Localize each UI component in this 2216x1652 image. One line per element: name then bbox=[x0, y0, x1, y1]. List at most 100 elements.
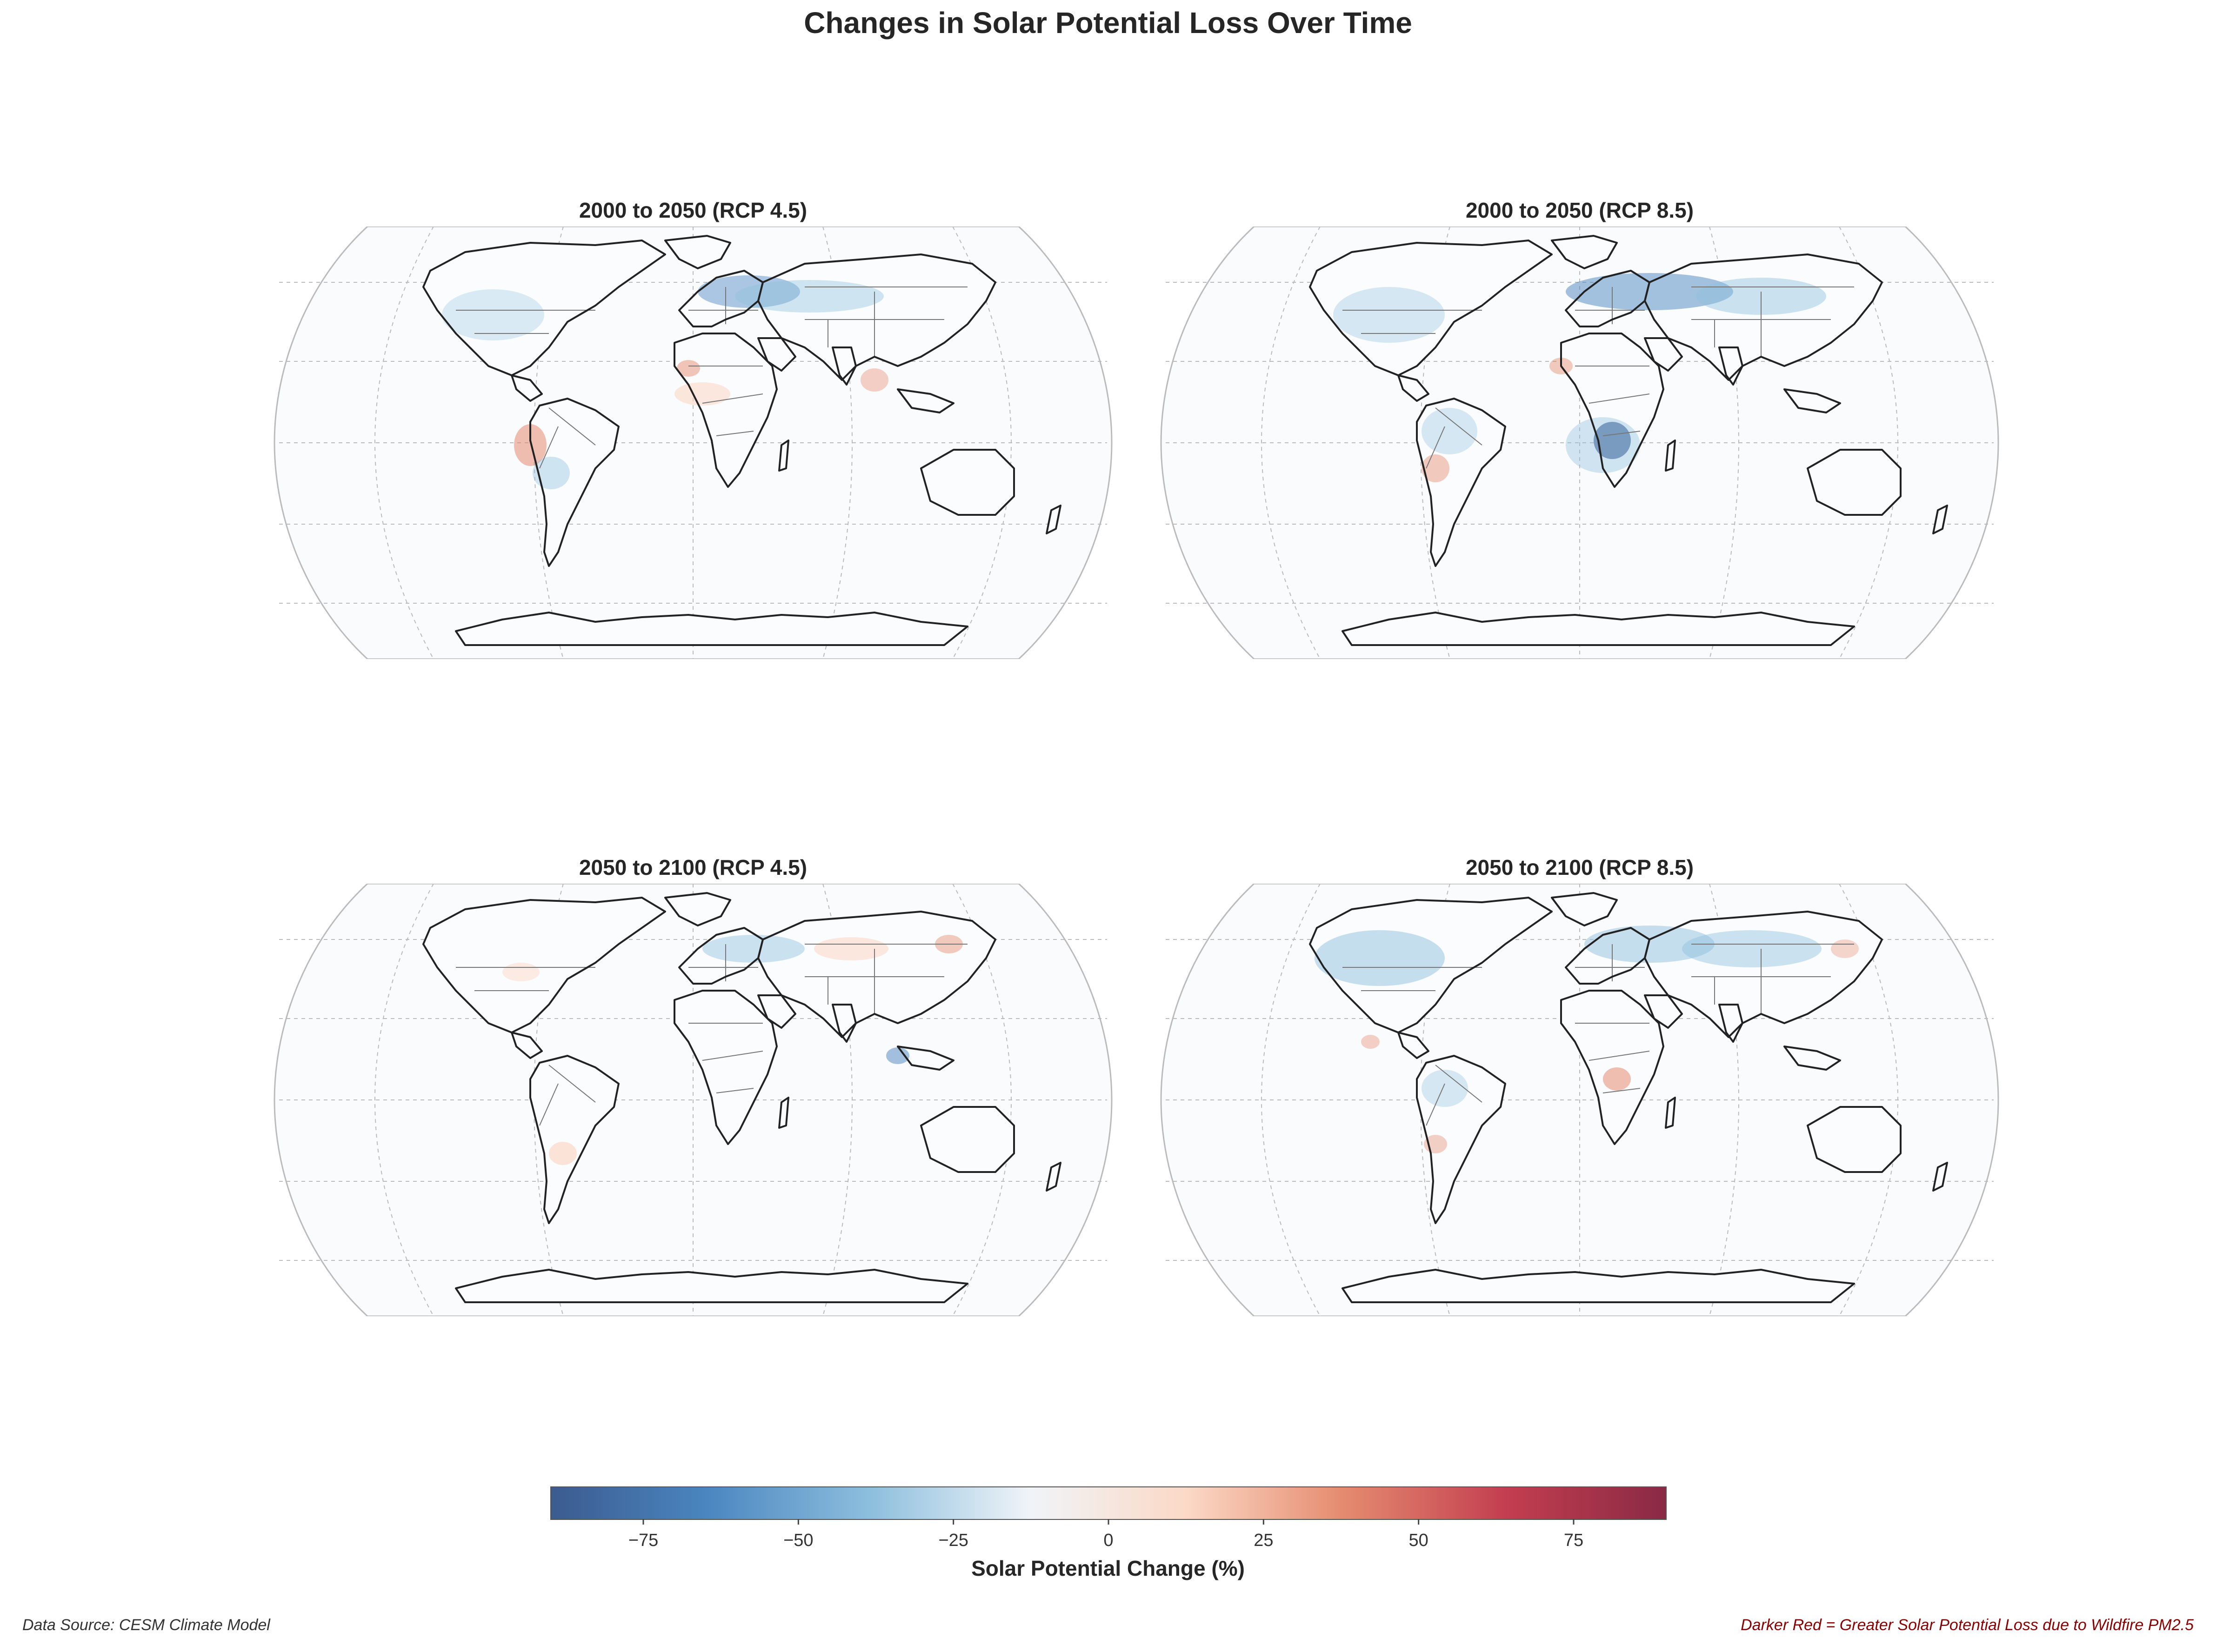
solar-change-patch bbox=[1603, 1067, 1631, 1091]
india-land bbox=[833, 347, 856, 385]
madagascar-coastline bbox=[778, 1097, 789, 1129]
antarctica-coastline bbox=[455, 612, 968, 646]
coastlines bbox=[1309, 892, 1948, 1303]
antarctica-land bbox=[456, 613, 968, 645]
country-border bbox=[1602, 431, 1641, 436]
greenland-coastline bbox=[1551, 235, 1618, 269]
central-america-coastline bbox=[1397, 374, 1429, 402]
greenland-coastline bbox=[1551, 892, 1618, 926]
coastlines bbox=[1309, 235, 1948, 646]
south-america-coastline bbox=[1416, 1055, 1506, 1224]
south-america-coastline bbox=[1416, 398, 1506, 567]
southeast-asia-islands-coastline bbox=[1783, 388, 1841, 413]
new-zealand-coastline bbox=[1932, 1162, 1948, 1192]
antarctica-coastline bbox=[1342, 612, 1855, 646]
southeast-asia-islands-coastline bbox=[1783, 1046, 1841, 1071]
colorbar-tick-label: 0 bbox=[1103, 1531, 1113, 1550]
world-map bbox=[274, 226, 1113, 659]
panel-title: 2000 to 2050 (RCP 4.5) bbox=[579, 198, 808, 222]
madagascar-coastline bbox=[778, 440, 789, 472]
new-zealand-land bbox=[1047, 1163, 1061, 1191]
arabia-land bbox=[758, 995, 795, 1028]
solar-change-patch bbox=[1584, 926, 1715, 963]
africa-coastline bbox=[1560, 333, 1664, 488]
country-border bbox=[1589, 1051, 1650, 1061]
central-america-land bbox=[512, 1032, 542, 1058]
map-panel-2050-2100-rcp45: 2050 to 2100 (RCP 4.5) bbox=[270, 855, 1116, 1320]
new-zealand-coastline bbox=[1046, 1162, 1061, 1192]
country-border bbox=[539, 1083, 559, 1126]
figure-title: Changes in Solar Potential Loss Over Tim… bbox=[804, 6, 1412, 40]
africa-coastline bbox=[674, 990, 778, 1145]
longitude-gridline bbox=[1261, 226, 1321, 659]
india-land bbox=[833, 1005, 856, 1042]
legend-note: Darker Red = Greater Solar Potential Los… bbox=[1741, 1616, 2194, 1634]
australia-coastline bbox=[920, 1106, 1015, 1173]
solar-change-patch bbox=[1422, 1070, 1468, 1107]
country-border bbox=[548, 1065, 596, 1103]
north-america-coastline bbox=[1309, 240, 1553, 376]
australia-coastline bbox=[1807, 449, 1902, 516]
solar-change-patch bbox=[677, 360, 700, 377]
north-america-land bbox=[423, 898, 665, 1032]
north-america-land bbox=[1310, 240, 1552, 375]
greenland-coastline bbox=[664, 235, 731, 269]
country-borders bbox=[1342, 944, 1854, 1126]
country-border bbox=[716, 431, 754, 436]
madagascar-coastline bbox=[1665, 440, 1676, 472]
colorbar-tick-label: 75 bbox=[1564, 1531, 1583, 1550]
asia-land bbox=[758, 912, 995, 1037]
south-america-coastline bbox=[529, 1055, 620, 1224]
australia-land bbox=[1808, 1107, 1901, 1172]
country-border bbox=[1426, 426, 1445, 469]
asia-land bbox=[758, 254, 995, 380]
india-coastline bbox=[832, 1004, 857, 1043]
solar-change-patch bbox=[533, 457, 570, 489]
longitude-gridline bbox=[374, 884, 434, 1316]
solar-change-patch bbox=[735, 280, 884, 313]
map-panel-2000-2050-rcp45: 2000 to 2050 (RCP 4.5) bbox=[270, 198, 1116, 663]
central-america-land bbox=[512, 375, 542, 401]
longitude-gridline bbox=[374, 226, 434, 659]
arabia-coastline bbox=[1644, 337, 1683, 372]
solar-change-patch bbox=[1422, 454, 1449, 482]
country-border bbox=[539, 426, 559, 469]
india-land bbox=[1719, 347, 1742, 385]
map-panel-2000-2050-rcp85: 2000 to 2050 (RCP 8.5) bbox=[1156, 198, 2003, 663]
longitude-gridline bbox=[822, 884, 853, 1316]
solar-change-patch bbox=[1333, 287, 1445, 343]
australia-land bbox=[921, 450, 1014, 515]
longitude-gridline bbox=[1709, 226, 1739, 659]
india-coastline bbox=[832, 346, 857, 386]
solar-change-patch bbox=[442, 289, 544, 340]
solar-change-patch bbox=[861, 368, 888, 392]
antarctica-coastline bbox=[1342, 1269, 1855, 1303]
central-america-land bbox=[1398, 1032, 1428, 1058]
southeast-asia-islands-coastline bbox=[897, 1046, 954, 1071]
solar-change-patch bbox=[549, 1142, 577, 1165]
new-zealand-land bbox=[1933, 506, 1947, 533]
antarctica-land bbox=[456, 1270, 968, 1302]
map-panel-2050-2100-rcp85: 2050 to 2100 (RCP 8.5) bbox=[1156, 855, 2003, 1320]
world-map bbox=[1160, 884, 1999, 1316]
panel-title: 2000 to 2050 (RCP 8.5) bbox=[1465, 198, 1694, 222]
australia-coastline bbox=[1807, 1106, 1902, 1173]
coastlines bbox=[422, 892, 1061, 1303]
africa-coastline bbox=[674, 333, 778, 488]
asia-coastline bbox=[1644, 253, 1883, 381]
solar-change-patch bbox=[1566, 273, 1733, 310]
longitude-gridline bbox=[822, 226, 853, 659]
longitude-gridline bbox=[1261, 884, 1321, 1316]
colorbar-ticks: −75 −50 −25 0 25 50 75 bbox=[628, 1519, 1583, 1550]
arabia-land bbox=[1645, 995, 1682, 1028]
colorbar-tick-label: 25 bbox=[1254, 1531, 1273, 1550]
country-border bbox=[1426, 1083, 1445, 1126]
solar-change-patch bbox=[702, 935, 805, 963]
new-zealand-land bbox=[1933, 1163, 1947, 1191]
world-map bbox=[274, 884, 1113, 1316]
colorbar-tick-label: 50 bbox=[1409, 1531, 1428, 1550]
country-border bbox=[1435, 407, 1482, 446]
solar-change-patch bbox=[1831, 939, 1859, 958]
country-border bbox=[702, 393, 763, 404]
solar-change-patch bbox=[1682, 930, 1822, 967]
